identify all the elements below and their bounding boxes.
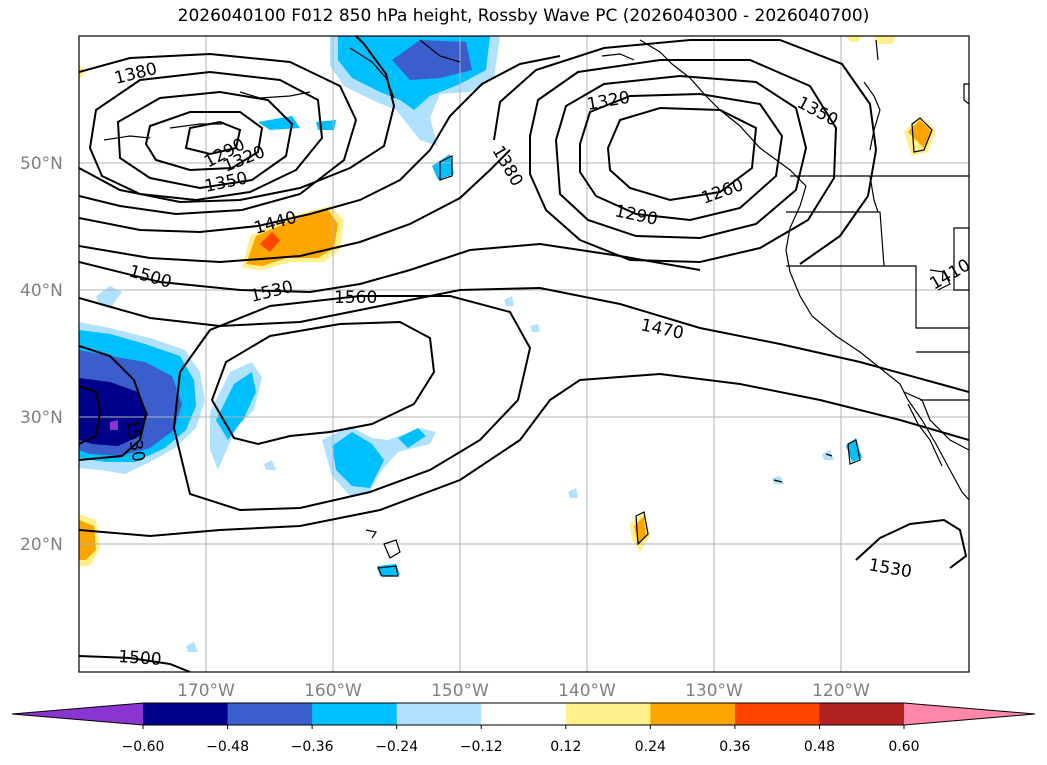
colorbar-tick-label: 0.60 bbox=[888, 739, 919, 755]
height-contours bbox=[79, 36, 969, 672]
colorbar-segment bbox=[650, 703, 736, 725]
colorbar-extend-high bbox=[904, 703, 1035, 725]
map-title: 2026040100 F012 850 hPa height, Rossby W… bbox=[177, 6, 870, 26]
colorbar-tick-label: 0.48 bbox=[804, 739, 835, 755]
colorbar-tick-label: 0.24 bbox=[635, 739, 666, 755]
colorbar-tick-label: −0.24 bbox=[375, 739, 418, 755]
colorbar-tick-label: −0.36 bbox=[291, 739, 334, 755]
lon-label-120w: 120°W bbox=[812, 681, 870, 701]
colorbar-extend-low bbox=[12, 703, 143, 725]
colorbar-tick-label: 0.36 bbox=[719, 739, 750, 755]
colorbar-tick-label: −0.12 bbox=[460, 739, 503, 755]
colorbar-outline bbox=[11, 702, 1036, 726]
colorbar-segment bbox=[227, 703, 313, 725]
contour-label: 1560 bbox=[334, 288, 377, 308]
lat-label-50n: 50°N bbox=[20, 154, 63, 174]
lon-label-160w: 160°W bbox=[304, 681, 362, 701]
colorbar-segment bbox=[734, 703, 820, 725]
lon-label-130w: 130°W bbox=[685, 681, 743, 701]
lon-label-150w: 150°W bbox=[431, 681, 489, 701]
plot-frame bbox=[78, 35, 970, 673]
contour-label: 1500 bbox=[118, 647, 163, 670]
colorbar-segments bbox=[12, 703, 1035, 725]
lon-label-140w: 140°W bbox=[558, 681, 616, 701]
colorbar-tick-label: −0.60 bbox=[122, 739, 165, 755]
lat-label-40n: 40°N bbox=[20, 281, 63, 301]
colorbar: −0.60 −0.48 −0.36 −0.24 −0.12 0.12 0.24 0.36 0.4… bbox=[11, 702, 1036, 755]
colorbar-segment bbox=[481, 703, 567, 725]
anomaly-shading bbox=[79, 36, 936, 652]
colorbar-segment bbox=[143, 703, 229, 725]
lat-label-30n: 30°N bbox=[20, 408, 63, 428]
colorbar-segment bbox=[312, 703, 398, 725]
graticule bbox=[79, 36, 969, 672]
latitude-labels: 50°N 40°N 30°N 20°N bbox=[20, 154, 63, 555]
lon-label-170w: 170°W bbox=[177, 681, 235, 701]
longitude-labels: 170°W 160°W 150°W 140°W 130°W 120°W bbox=[177, 681, 870, 701]
colorbar-segment bbox=[565, 703, 651, 725]
colorbar-segment bbox=[396, 703, 482, 725]
colorbar-tick-label: −0.48 bbox=[206, 739, 249, 755]
colorbar-segment bbox=[819, 703, 905, 725]
colorbar-ticks: −0.60 −0.48 −0.36 −0.24 −0.12 0.12 0.24 0.36 0.4… bbox=[122, 725, 920, 755]
colorbar-tick-label: 0.12 bbox=[550, 739, 581, 755]
lat-label-20n: 20°N bbox=[20, 535, 63, 555]
